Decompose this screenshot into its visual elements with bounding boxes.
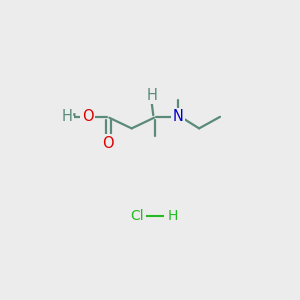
- Text: H: H: [147, 88, 158, 103]
- Text: Cl: Cl: [131, 209, 144, 223]
- Text: N: N: [173, 109, 184, 124]
- Text: H: H: [167, 209, 178, 223]
- Text: ·: ·: [70, 106, 77, 126]
- Text: O: O: [82, 109, 93, 124]
- Text: O: O: [103, 136, 114, 151]
- Text: H: H: [61, 109, 72, 124]
